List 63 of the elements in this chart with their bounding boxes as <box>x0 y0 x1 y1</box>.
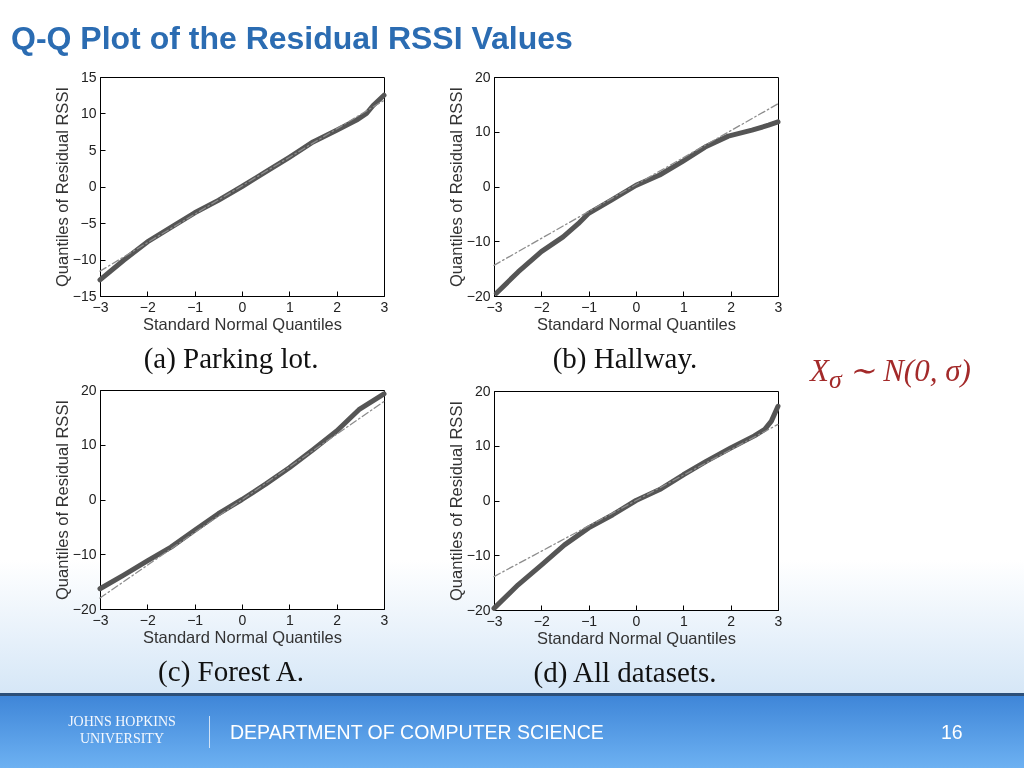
y-tick-label: −20 <box>466 601 491 618</box>
y-tick-label: −10 <box>466 232 491 249</box>
x-tick-label: −1 <box>187 611 204 628</box>
text: Q-Q Plot of the Residual RSSI Values <box>11 20 573 57</box>
x-tick-label: 0 <box>632 298 641 315</box>
x-tick-label: 1 <box>679 298 688 315</box>
y-tick-label: 0 <box>88 178 97 194</box>
y-tick-label: 20 <box>474 382 491 399</box>
x-tick-label: −2 <box>139 611 157 628</box>
y-tick-label: 10 <box>80 105 97 121</box>
x-tick-label: 1 <box>679 612 688 629</box>
x-tick-label: −2 <box>139 298 157 315</box>
x-axis-title: Standard Normal Quantiles <box>536 628 737 647</box>
text: DEPARTMENT OF COMPUTER SCIENCE <box>230 721 604 744</box>
x-tick-label: 2 <box>333 611 342 628</box>
y-tick-label: −10 <box>72 545 97 562</box>
x-tick-label: −2 <box>533 612 551 629</box>
x-tick-label: −1 <box>581 298 598 315</box>
y-tick-label: 0 <box>88 491 97 507</box>
y-tick-label: 20 <box>474 68 491 85</box>
x-tick-label: 0 <box>632 612 641 629</box>
y-tick-label: −5 <box>80 214 97 231</box>
text: 16 <box>941 721 963 744</box>
x-tick-label: −2 <box>533 298 551 315</box>
y-axis-title: Quantiles of Residual RSSI <box>446 401 465 601</box>
x-tick-label: 3 <box>380 611 389 628</box>
y-tick-label: −20 <box>72 600 97 617</box>
y-tick-label: 15 <box>80 68 97 85</box>
y-tick-label: 5 <box>88 141 97 158</box>
text: (d) All datasets. <box>533 655 717 689</box>
x-axis-title: Standard Normal Quantiles <box>142 627 343 646</box>
y-tick-label: −15 <box>72 287 97 304</box>
x-tick-label: 3 <box>774 612 783 629</box>
x-axis-title: Standard Normal Quantiles <box>142 314 343 333</box>
y-tick-label: 10 <box>474 123 491 140</box>
y-tick-label: −10 <box>466 546 491 563</box>
text: X$_{σ}$ ∼ N(0, σ) <box>810 352 971 396</box>
y-tick-label: 10 <box>80 436 97 453</box>
x-tick-label: 1 <box>285 611 294 628</box>
x-axis-title: Standard Normal Quantiles <box>536 314 737 333</box>
text: (b) Hallway. <box>552 341 698 375</box>
y-tick-label: 20 <box>80 381 97 398</box>
text: (c) Forest A. <box>158 654 304 688</box>
y-axis-title: Quantiles of Residual RSSI <box>446 87 465 287</box>
x-tick-label: 0 <box>238 611 247 628</box>
text: (a) Parking lot. <box>143 341 319 375</box>
x-tick-label: 2 <box>333 298 342 315</box>
x-tick-label: 1 <box>285 298 294 315</box>
x-tick-label: 2 <box>727 298 736 315</box>
x-tick-label: 2 <box>727 612 736 629</box>
y-tick-label: −20 <box>466 287 491 304</box>
x-tick-label: −1 <box>581 612 598 629</box>
y-tick-label: 0 <box>482 492 491 508</box>
x-tick-label: 3 <box>380 298 389 315</box>
y-tick-label: −10 <box>72 251 97 267</box>
y-tick-label: 10 <box>474 437 491 454</box>
x-tick-label: 0 <box>238 298 247 315</box>
x-tick-label: 3 <box>774 298 783 315</box>
y-axis-title: Quantiles of Residual RSSI <box>52 400 71 600</box>
text: JOHNS HOPKINS UNIVERSITY <box>67 713 177 747</box>
x-tick-label: −1 <box>187 298 204 315</box>
y-tick-label: 0 <box>482 178 491 194</box>
y-axis-title: Quantiles of Residual RSSI <box>52 87 71 287</box>
